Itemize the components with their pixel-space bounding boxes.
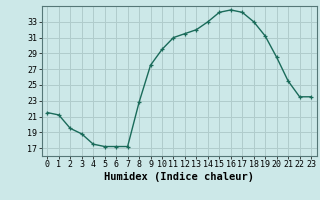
X-axis label: Humidex (Indice chaleur): Humidex (Indice chaleur) xyxy=(104,172,254,182)
